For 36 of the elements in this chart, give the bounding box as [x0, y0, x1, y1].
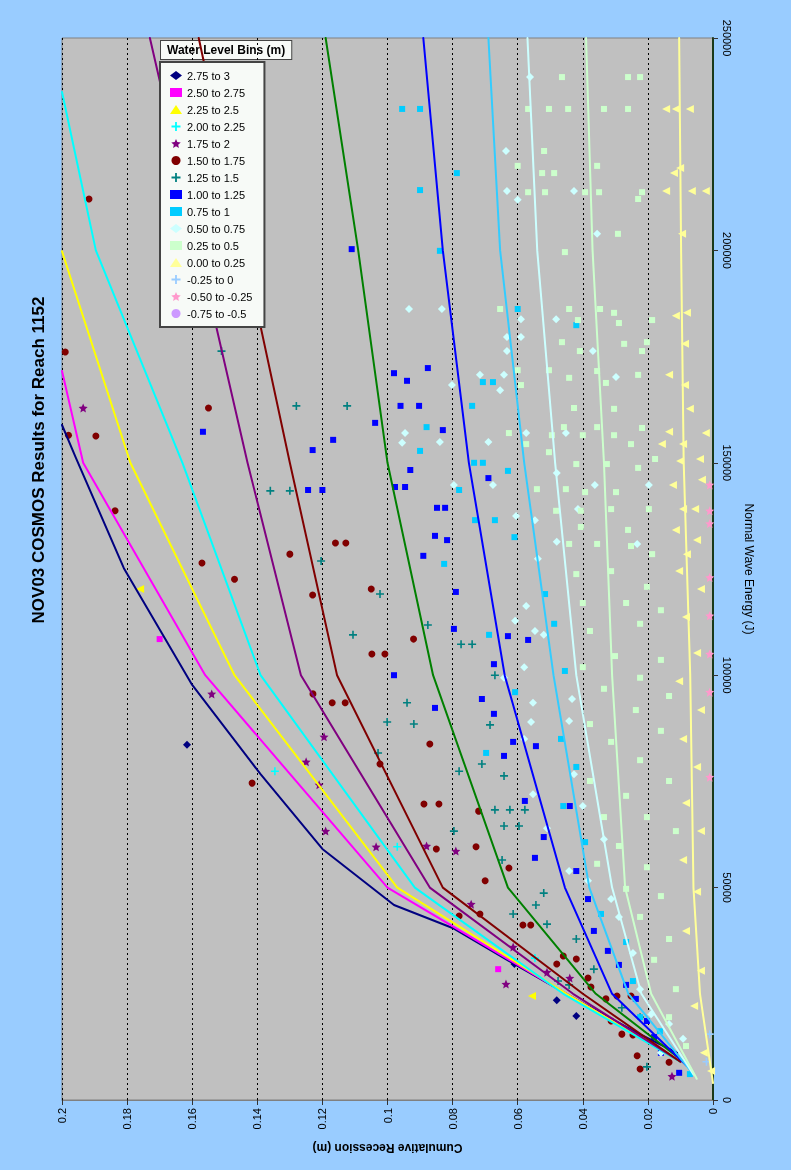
y-tick-label: 0: [720, 1096, 733, 1104]
legend-label: 1.00 to 1.25: [187, 188, 246, 201]
legend-label: 2.25 to 2.5: [187, 103, 239, 116]
legend-label: 2.50 to 2.75: [187, 86, 246, 99]
legend-label: 0.50 to 0.75: [187, 222, 246, 235]
x-tick-label: 0.12: [316, 1108, 329, 1130]
x-tick-label: 0.1: [381, 1108, 394, 1124]
y-tick-label: 250000: [720, 19, 733, 57]
x-tick-label: 0.14: [251, 1108, 264, 1130]
x-tick-label: 0: [707, 1108, 719, 1115]
legend-label: 0.75 to 1: [187, 205, 230, 218]
y-tick-label: 50000: [720, 872, 733, 903]
legend-label: 1.75 to 2: [187, 137, 230, 150]
x-tick-label: 0.2: [56, 1108, 68, 1124]
legend-label: 2.75 to 3: [187, 69, 230, 82]
x-tick-label: 0.18: [121, 1108, 134, 1130]
y-axis-title: Normal Wave Energy (J): [742, 503, 756, 635]
legend-label: 1.50 to 1.75: [187, 154, 246, 167]
text: NOV03 COSMOS Results for Reach 1152: [28, 296, 48, 624]
legend-label: 1.25 to 1.5: [187, 171, 239, 184]
legend-label: 0.25 to 0.5: [187, 239, 239, 252]
x-tick-label: 0.16: [186, 1108, 199, 1130]
legend-label: -0.25 to 0: [187, 273, 234, 286]
legend-label: -0.75 to -0.5: [187, 307, 247, 320]
legend-label: 0.00 to 0.25: [187, 256, 246, 269]
legend-label: -0.50 to -0.25: [187, 290, 253, 303]
legend-title: Water Level Bins (m): [167, 43, 286, 57]
legend-label: 2.00 to 2.25: [187, 120, 246, 133]
x-axis-title: Cumulative Recession (m): [312, 1141, 463, 1155]
y-tick-label: 100000: [720, 656, 733, 694]
y-tick-label: 200000: [720, 232, 733, 269]
y-tick-label: 150000: [720, 444, 733, 482]
x-tick-label: 0.08: [446, 1108, 459, 1130]
x-tick-label: 0.04: [576, 1108, 589, 1130]
x-tick-label: 0.02: [641, 1108, 654, 1130]
x-tick-label: 0.06: [511, 1108, 524, 1130]
